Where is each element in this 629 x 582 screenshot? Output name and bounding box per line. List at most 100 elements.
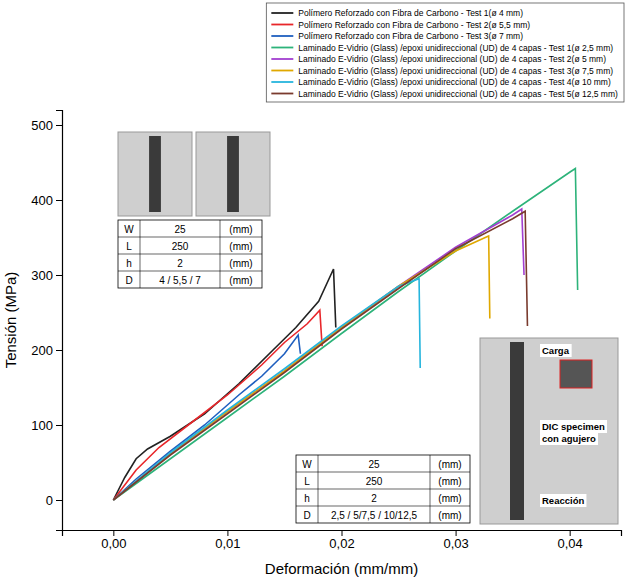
tick: 0,03 — [443, 530, 468, 551]
table-rule — [296, 472, 470, 473]
tick-mark — [456, 530, 457, 536]
table-cell: (mm) — [229, 224, 252, 235]
table-rule — [296, 489, 470, 490]
annotation: Carga — [542, 345, 570, 356]
legend-label: Laminado E-Vidrio (Glass) /epoxi unidire… — [298, 54, 606, 64]
table-cell: (mm) — [438, 476, 461, 487]
axis-line — [63, 531, 622, 537]
legend-label: Laminado E-Vidrio (Glass) /epoxi unidire… — [298, 66, 613, 76]
tick: 100 — [31, 418, 62, 433]
tick-label: 0,03 — [443, 536, 468, 551]
table-cell: (mm) — [438, 510, 461, 521]
table-cell: (mm) — [438, 459, 461, 470]
tick-mark — [342, 530, 343, 536]
table-cell: h — [304, 493, 310, 504]
table-cell: (mm) — [438, 493, 461, 504]
series-line — [113, 211, 527, 500]
photo — [480, 338, 618, 524]
tick-label: 100 — [31, 418, 53, 433]
table-cell: 25 — [174, 224, 186, 235]
y-axis: 0 100 200 300 400 500 — [31, 111, 62, 531]
tick: 200 — [31, 343, 62, 358]
legend-swatch — [271, 70, 293, 72]
tick-label: 0,04 — [558, 536, 583, 551]
tick-label: 0,02 — [329, 536, 354, 551]
table-rule — [296, 506, 470, 507]
tick-mark — [227, 530, 228, 536]
table-rule — [118, 271, 262, 272]
annotation-ground — [540, 432, 598, 445]
table-cell: 2 — [371, 493, 377, 504]
legend-label: Laminado E-Vidrio (Glass) /epoxi unidire… — [298, 43, 613, 53]
legend-label: Laminado E-Vidrio (Glass) /epoxi unidire… — [298, 89, 618, 99]
tick: 300 — [31, 268, 62, 283]
legend-swatch — [271, 24, 293, 26]
annotation-ground — [540, 344, 572, 357]
y-axis-title: Tensión (MPa) — [2, 272, 19, 369]
table-rule — [118, 254, 262, 255]
legend-swatch — [271, 93, 293, 95]
legend-label: Polímero Reforzado con Fibra de Carbono … — [298, 20, 530, 30]
tick-mark — [56, 200, 62, 201]
legend: Polímero Reforzado con Fibra de Carbono … — [266, 3, 624, 102]
tick-label: 400 — [31, 193, 53, 208]
legend-label: Polímero Reforzado con Fibra de Carbono … — [298, 31, 523, 41]
table-cell: D — [303, 510, 310, 521]
table-cell: 4 / 5,5 / 7 — [159, 275, 201, 286]
series-line — [113, 335, 300, 500]
tick: 0 — [46, 493, 62, 508]
annotation: Reacción — [542, 495, 584, 506]
annotation-ground — [540, 494, 586, 507]
tick-mark — [570, 530, 571, 536]
tick-label: 200 — [31, 343, 53, 358]
tick: 0,02 — [329, 530, 354, 551]
lines — [113, 169, 577, 501]
tick: 500 — [31, 118, 62, 133]
series-line — [113, 236, 489, 500]
series-line — [113, 269, 335, 500]
photo-specimen — [510, 342, 524, 520]
table-cell: 250 — [366, 476, 383, 487]
tick-mark — [56, 500, 62, 501]
tick-mark — [56, 425, 62, 426]
table-cell: 2 — [177, 258, 183, 269]
table-rule — [118, 237, 262, 238]
x-axis-title: Deformación (mm/mm) — [265, 560, 418, 577]
series-line — [113, 209, 524, 500]
tick-mark — [56, 350, 62, 351]
table-cell: W — [302, 459, 312, 470]
table-cell: D — [125, 275, 132, 286]
tick-label: 500 — [31, 118, 53, 133]
tick-label: 0,01 — [215, 536, 240, 551]
table-cell: (mm) — [229, 275, 252, 286]
legend-swatch — [271, 81, 293, 83]
legend-swatch — [271, 35, 293, 37]
photo-specimen — [227, 136, 239, 212]
annotation: DIC specimen — [542, 421, 605, 432]
table-cell: (mm) — [229, 258, 252, 269]
legend-swatch — [271, 47, 293, 49]
x-axis: 0,00 0,01 0,02 0,03 0,04 — [63, 530, 622, 551]
chart: 0,00 0,01 0,02 0,03 0,04 0 100 200 300 400 500 Defo… — [0, 0, 629, 582]
tick: 0,00 — [101, 530, 126, 551]
photo-detail — [560, 360, 592, 388]
table-cell: 2,5 / 5/7,5 / 10/12,5 — [331, 510, 418, 521]
table-frame — [118, 220, 262, 288]
series-line — [113, 310, 322, 500]
table-cell: W — [124, 224, 134, 235]
table-frame — [296, 455, 470, 523]
table-cell: 25 — [368, 459, 380, 470]
legend-label: Polímero Reforzado con Fibra de Carbono … — [298, 8, 523, 18]
tick-mark — [113, 530, 114, 536]
annotation: con agujero — [542, 433, 596, 444]
tick: 0,04 — [558, 530, 583, 551]
table-cell: 250 — [172, 241, 189, 252]
legend-swatch — [271, 58, 293, 60]
tick-label: 0 — [46, 493, 53, 508]
tick-mark — [56, 275, 62, 276]
series-line — [113, 169, 577, 501]
tick: 0,01 — [215, 530, 240, 551]
series-line — [113, 279, 420, 500]
photo-specimen — [149, 136, 161, 212]
legend-frame — [266, 3, 624, 102]
